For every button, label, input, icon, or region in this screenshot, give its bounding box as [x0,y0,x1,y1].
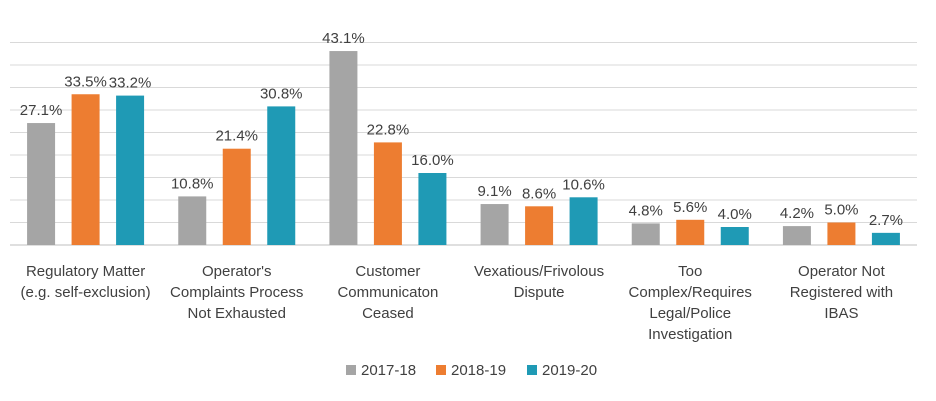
bar-2019-20-2 [418,173,447,245]
category-label: Operator Not Registered with IBAS [790,263,893,322]
bars [27,51,900,246]
category-label-line: IBAS [824,305,858,322]
data-label: 10.6% [562,176,605,193]
data-label: 43.1% [322,30,365,47]
bar-2019-20-3 [569,197,598,245]
category-labels: Regulatory Matter (e.g. self-exclusion) Op… [21,263,894,343]
data-label: 5.6% [673,199,707,216]
category-label-line: Complex/Requires [629,284,752,301]
bar-2018-19-3 [525,206,554,245]
data-label: 16.0% [411,152,454,169]
category-label: Regulatory Matter (e.g. self-exclusion) [21,263,151,301]
data-label: 2.7% [869,212,903,229]
data-label: 22.8% [367,121,410,138]
category-label-line: Vexatious/Frivolous [474,263,604,280]
category-label-line: Investigation [648,326,732,343]
legend: 2017-18 2018-19 2019-20 [346,362,597,379]
bar-2018-19-4 [676,219,705,245]
category-label-line: Communicaton [337,284,438,301]
bar-2017-18-2 [329,51,358,245]
bar-2018-19-0 [71,94,100,245]
bar-2019-20-0 [116,95,145,245]
category-label-line: Regulatory Matter [26,263,145,280]
bar-2017-18-0 [27,123,56,245]
category-label-line: Legal/Police [649,305,731,322]
category-label-line: Ceased [362,305,414,322]
data-label: 4.2% [780,205,814,222]
category-label-line: Operator's [202,263,272,280]
category-label-line: Customer [355,263,420,280]
legend-label: 2018-19 [451,362,506,379]
data-label: 30.8% [260,85,303,102]
data-label: 33.5% [64,73,107,90]
category-label: Vexatious/Frivolous Dispute [474,263,604,301]
category-label-line: (e.g. self-exclusion) [21,284,151,301]
data-label: 21.4% [215,128,258,145]
bar-2018-19-2 [373,142,402,245]
category-label: Customer Communicaton Ceased [337,263,438,322]
bar-2017-18-3 [480,204,509,245]
bar-2019-20-1 [267,106,296,246]
category-label-line: Registered with [790,284,893,301]
legend-label: 2019-20 [542,362,597,379]
bar-2017-18-5 [782,226,811,245]
data-label: 4.0% [718,206,752,223]
category-label-line: Complaints Process [170,284,303,301]
category-label: Too Complex/Requires Legal/Police Investiga… [629,263,752,343]
data-label: 33.2% [109,75,152,92]
data-label: 27.1% [20,102,63,119]
bar-2017-18-4 [631,223,660,245]
legend-swatch [346,365,356,375]
bar-2019-20-4 [720,227,749,245]
data-labels: 27.1%33.5% 33.2% 10.8% 21.4% 30.8% 43.1% 22.8%… [20,30,903,229]
bar-2017-18-1 [178,196,207,245]
legend-swatch [527,365,537,375]
data-label: 8.6% [522,185,556,202]
category-label: Operator's Complaints Process Not Exhauste… [170,263,303,322]
gridlines [10,42,917,246]
data-label: 4.8% [629,202,663,219]
category-label-line: Dispute [514,284,565,301]
category-label-line: Not Exhausted [188,305,286,322]
data-label: 10.8% [171,175,214,192]
bar-2018-19-1 [222,148,251,245]
data-label: 9.1% [477,183,511,200]
data-label: 5.0% [824,202,858,219]
legend-label: 2017-18 [361,362,416,379]
category-label-line: Operator Not [798,263,886,280]
legend-swatch [436,365,446,375]
category-label-line: Too [678,263,702,280]
bar-2019-20-5 [871,232,900,245]
bar-2018-19-5 [827,222,856,245]
